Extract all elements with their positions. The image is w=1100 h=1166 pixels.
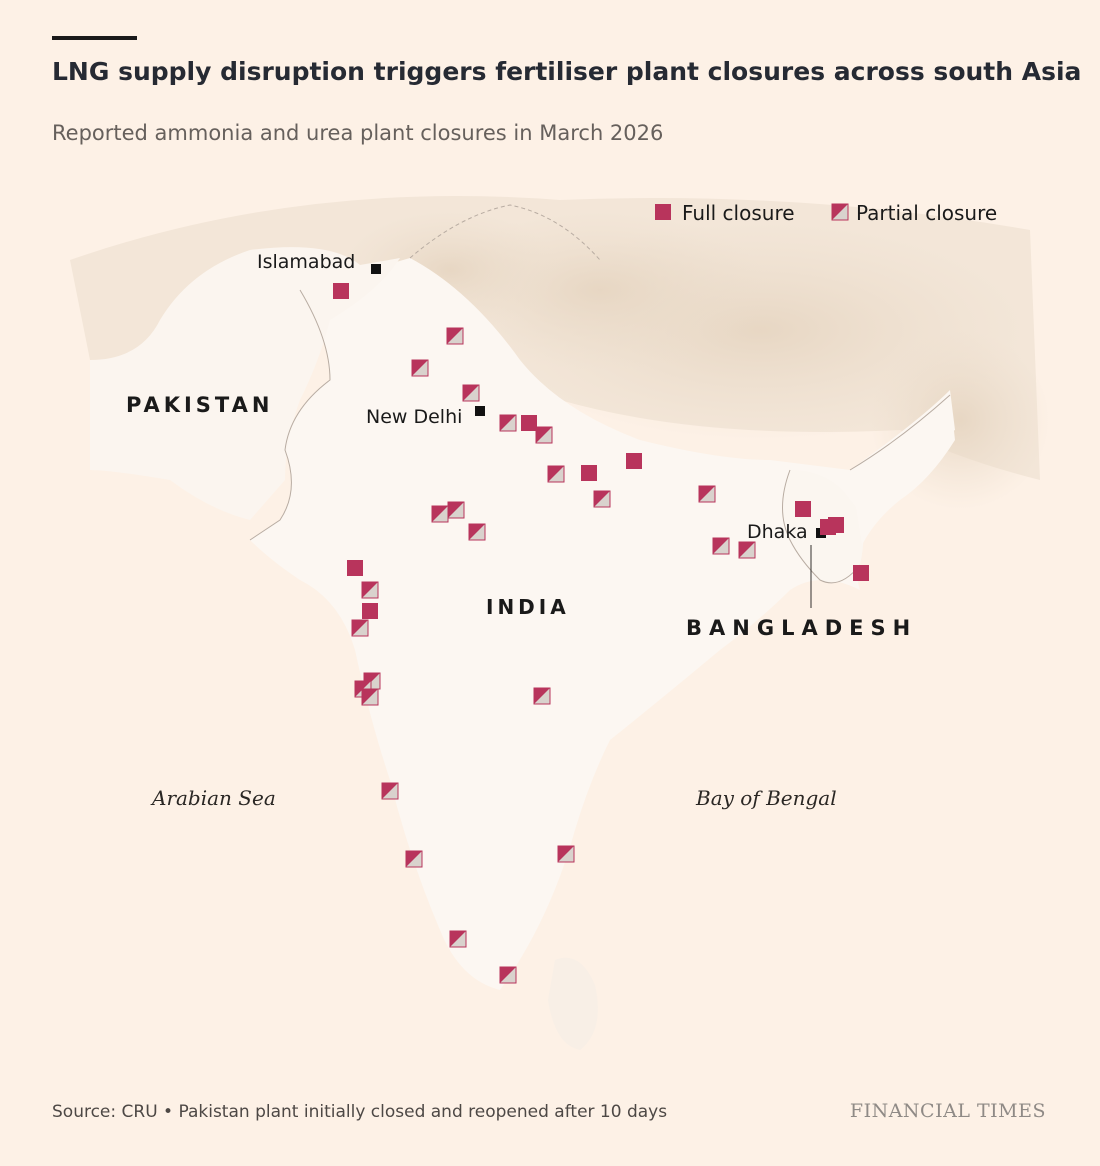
chart-subtitle: Reported ammonia and urea plant closures… <box>52 121 664 145</box>
partial-marker-fill <box>534 688 550 704</box>
plant-full-closure <box>626 453 642 469</box>
plant-full-closure <box>581 465 597 481</box>
source-note: Source: CRU • Pakistan plant initially c… <box>52 1102 668 1122</box>
plant-full-closure <box>333 283 349 299</box>
partial-marker-fill <box>500 415 516 431</box>
plant-full-closure <box>362 603 378 619</box>
partial-marker-fill <box>362 582 378 598</box>
city-marker-islamabad <box>371 264 381 274</box>
city-label-islamabad: Islamabad <box>257 251 355 273</box>
partial-marker-fill <box>832 204 848 220</box>
india-land <box>250 258 955 990</box>
region-label-india: INDIA <box>486 595 570 619</box>
ne-india-land <box>850 395 955 545</box>
partial-marker-fill <box>432 506 448 522</box>
partial-marker-fill <box>362 689 378 705</box>
sea-label-arabian: Arabian Sea <box>150 786 276 810</box>
chart-title: LNG supply disruption triggers fertilise… <box>52 57 1082 86</box>
region-label-bangladesh: BANGLADESH <box>686 616 917 640</box>
partial-marker-fill <box>548 466 564 482</box>
publisher-logo: FINANCIAL TIMES <box>849 1100 1046 1122</box>
plant-full-closure <box>347 560 363 576</box>
pakistan-land <box>90 247 400 520</box>
partial-marker-fill <box>699 486 715 502</box>
country-borders <box>249 204 951 584</box>
plant-full-closure <box>795 501 811 517</box>
plant-full-closure <box>521 415 537 431</box>
partial-marker-fill <box>713 538 729 554</box>
legend-full-swatch <box>655 204 671 220</box>
plant-full-closure <box>828 517 844 533</box>
partial-marker-fill <box>558 846 574 862</box>
partial-marker-fill <box>450 931 466 947</box>
landmass <box>90 247 955 1050</box>
city-label-dhaka: Dhaka <box>747 521 808 543</box>
partial-marker-fill <box>382 783 398 799</box>
legend-full-label: Full closure <box>682 201 795 225</box>
city-marker-new-delhi <box>475 406 485 416</box>
partial-marker-fill <box>463 385 479 401</box>
plant-markers <box>333 283 869 984</box>
partial-marker-fill <box>469 524 485 540</box>
partial-marker-fill <box>447 328 463 344</box>
plant-full-closure <box>853 565 869 581</box>
city-label-new-delhi: New Delhi <box>366 406 462 428</box>
legend: Full closure Partial closure <box>655 201 997 225</box>
legend-partial-label: Partial closure <box>856 201 997 225</box>
partial-marker-fill <box>739 542 755 558</box>
title-rule <box>52 36 137 40</box>
partial-marker-fill <box>412 360 428 376</box>
partial-marker-fill <box>536 427 552 443</box>
partial-marker-fill <box>352 620 368 636</box>
city-markers: Islamabad New Delhi Dhaka <box>257 251 826 543</box>
sri-lanka-land <box>548 957 598 1050</box>
partial-marker-fill <box>448 502 464 518</box>
partial-marker-fill <box>500 967 516 983</box>
partial-marker-fill <box>406 851 422 867</box>
partial-marker-fill <box>594 491 610 507</box>
sea-label-bengal: Bay of Bengal <box>695 786 837 810</box>
region-label-pakistan: PAKISTAN <box>126 393 273 417</box>
